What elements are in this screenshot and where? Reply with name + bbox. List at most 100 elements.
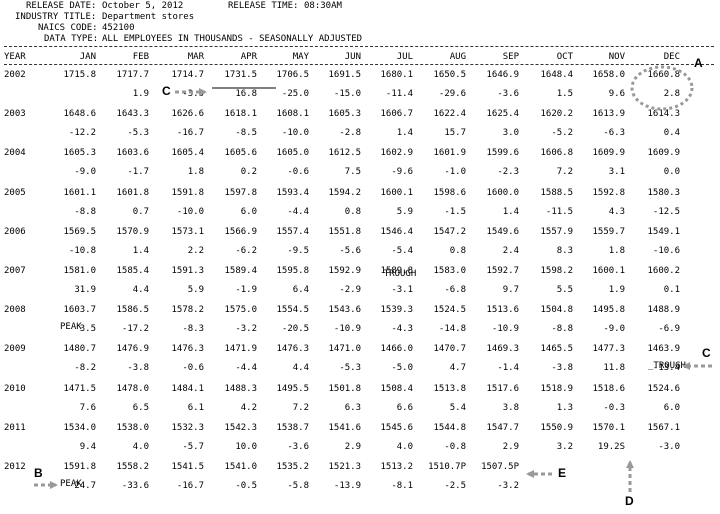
change-cell: -0.6 (182, 363, 204, 374)
trough-note-2009: _TROUGH (648, 361, 686, 371)
value-cell: 1580.3 (647, 187, 680, 198)
value-cell: 1717.7 (116, 70, 149, 80)
change-cell: 2.9 (502, 441, 519, 452)
value-cell: 1605.6 (224, 148, 257, 159)
change-cell: -13.9 (333, 481, 361, 491)
value-cell: 1608.1 (276, 109, 309, 120)
value-cell: 1606.8 (540, 148, 573, 159)
column-header-oct: OCT (556, 52, 573, 62)
value-cell: 1551.8 (328, 226, 361, 237)
change-cell: -29.6 (438, 89, 466, 99)
change-cell: 5.9 (396, 206, 413, 217)
value-cell: 1550.9 (540, 422, 573, 433)
value-cell: 1477.3 (592, 344, 625, 355)
change-cell: 1.4 (502, 206, 519, 217)
value-cell: 1570.9 (116, 226, 149, 237)
value-cell: 1518.9 (540, 383, 573, 394)
change-cell: 1.8 (608, 245, 625, 256)
value-cell: 1538.0 (116, 422, 149, 433)
column-header-feb: FEB (132, 52, 149, 62)
change-cell: 6.1 (187, 402, 204, 413)
column-header-nov: NOV (608, 52, 625, 62)
change-cell: -2.8 (339, 128, 361, 139)
change-cell: 4.3 (608, 206, 625, 217)
value-cell: 1470.7 (433, 344, 466, 355)
change-cell: 0.2 (240, 167, 257, 178)
change-cell: 8.3 (556, 245, 573, 256)
change-cell: -3.2 (235, 324, 257, 335)
value-cell: 1614.3 (647, 109, 680, 120)
naics-label: NAICS CODE: (38, 23, 98, 33)
value-cell: 1534.0 (63, 422, 96, 433)
change-cell: -5.4 (391, 245, 413, 256)
value-cell: 1557.9 (540, 226, 573, 237)
value-cell: 1658.0 (592, 70, 625, 80)
change-cell: -3.0 (182, 89, 204, 99)
change-cell: -0.3 (603, 402, 625, 413)
change-cell: 1.4 (132, 245, 149, 256)
change-cell: 7.2 (292, 402, 309, 413)
change-cell: 6.6 (396, 402, 413, 413)
change-cell: 31.9 (74, 285, 96, 295)
change-cell: -1.5 (444, 206, 466, 217)
value-cell: 1598.2 (540, 266, 573, 276)
change-cell: -25.0 (281, 89, 309, 99)
change-cell: -9.0 (74, 167, 96, 178)
value-cell: 1599.6 (486, 148, 519, 159)
change-cell: 1.5 (556, 89, 573, 99)
value-cell: 1518.6 (592, 383, 625, 394)
change-cell: 15.7 (444, 128, 466, 139)
value-cell: 1592.9 (328, 266, 361, 276)
change-cell: 16.8 (235, 89, 257, 99)
change-cell: 3.2 (556, 441, 573, 452)
year-cell: 2009 (4, 344, 26, 355)
industry-title: Department stores (102, 12, 195, 22)
value-cell: 1507.5P (481, 462, 519, 472)
change-cell: -4.3 (391, 324, 413, 335)
change-cell: 9.4 (79, 441, 96, 452)
change-cell: -1.0 (444, 167, 466, 178)
change-cell: -8.3 (182, 324, 204, 335)
value-cell: 1609.9 (592, 148, 625, 159)
value-cell: 1478.0 (116, 383, 149, 394)
change-cell: 1.4 (396, 128, 413, 139)
value-cell: 1600.0 (486, 187, 519, 198)
value-cell: 1541.0 (224, 462, 257, 472)
annotation-label-e: E (558, 466, 567, 480)
value-cell: 1650.5 (433, 70, 466, 80)
change-cell: 2.9 (344, 441, 361, 452)
change-cell: -2.3 (497, 167, 519, 178)
change-cell: -6.3 (603, 128, 625, 139)
annotation-label-c-top: C (162, 84, 171, 98)
change-cell: -33.6 (121, 481, 149, 491)
change-cell: -9.6 (391, 167, 413, 178)
change-cell: 0.8 (344, 206, 361, 217)
change-cell: 4.4 (132, 285, 149, 295)
change-cell: 1.9 (132, 89, 149, 99)
change-cell: 6.3 (344, 402, 361, 413)
change-cell: -9.5 (287, 245, 309, 256)
change-cell: 11.8 (603, 363, 625, 374)
value-cell: 1585.4 (116, 266, 149, 276)
value-cell: 1602.9 (380, 148, 413, 159)
value-cell: 1471.9 (224, 344, 257, 355)
value-cell: 1593.4 (276, 187, 309, 198)
value-cell: 1542.3 (224, 422, 257, 433)
change-cell: -2.5 (444, 481, 466, 491)
change-cell: -16.7 (176, 481, 204, 491)
value-cell: 1465.5 (540, 344, 573, 355)
value-cell: 1691.5 (328, 70, 361, 80)
value-cell: 1513.2 (380, 462, 413, 472)
value-cell: 1605.3 (63, 148, 96, 159)
change-cell: -10.9 (333, 324, 361, 335)
annotation-label-c-right: C (702, 346, 711, 360)
column-header-year: YEAR (4, 52, 26, 62)
change-cell: 0.0 (663, 167, 680, 178)
value-cell: 1643.3 (116, 109, 149, 120)
change-cell: 0.1 (663, 285, 680, 295)
change-cell: -5.6 (339, 245, 361, 256)
value-cell: 1592.7 (486, 266, 519, 276)
change-cell: -1.9 (235, 285, 257, 295)
change-cell: -20.5 (281, 324, 309, 335)
value-cell: 1566.9 (224, 226, 257, 237)
